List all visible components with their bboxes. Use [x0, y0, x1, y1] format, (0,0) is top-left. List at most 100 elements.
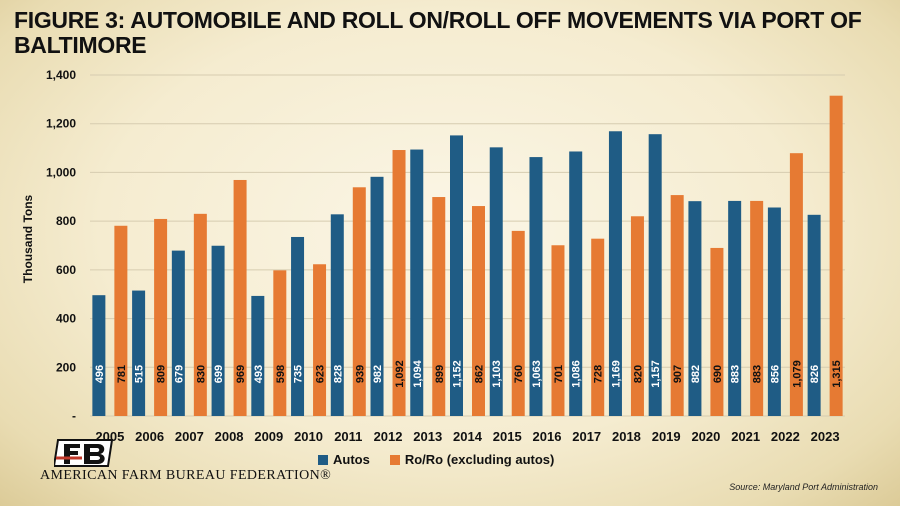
- y-tick-label: 1,000: [46, 165, 76, 179]
- data-label-autos: 1,086: [571, 360, 583, 388]
- x-tick-label: 2011: [334, 429, 362, 444]
- data-label-autos: 699: [213, 365, 225, 383]
- y-axis-label: Thousand Tons: [21, 194, 35, 284]
- data-label-autos: 1,094: [412, 359, 424, 387]
- bar-roro: [193, 213, 207, 416]
- chart-title: FIGURE 3: AUTOMOBILE AND ROLL ON/ROLL OF…: [14, 7, 862, 58]
- bar-roro: [511, 230, 525, 416]
- data-label-autos: 1,103: [491, 360, 503, 388]
- legend-swatch-roro: [389, 454, 400, 465]
- data-label-roro: 809: [156, 365, 168, 383]
- bar-roro: [789, 153, 803, 416]
- x-tick-label: 2019: [652, 429, 681, 444]
- x-tick-label: 2023: [811, 429, 840, 444]
- y-tick-label: 600: [56, 263, 76, 277]
- y-tick-label: 800: [56, 214, 76, 228]
- legend-swatch-autos: [318, 454, 328, 465]
- data-label-autos: 826: [809, 365, 821, 383]
- bar-autos: [251, 295, 265, 416]
- data-label-autos: 856: [769, 365, 781, 383]
- x-tick-label: 2009: [254, 429, 283, 444]
- bar-labels: 496 781 515 809 679 830 699 969 493 598 735 623 828 9…: [94, 359, 843, 387]
- data-label-autos: 982: [372, 365, 384, 383]
- y-tick-label: 1,200: [46, 117, 76, 131]
- x-tick-label: 2007: [175, 429, 204, 444]
- bar-autos: [489, 147, 503, 417]
- x-tick-label: 2006: [135, 429, 164, 444]
- y-tick-label: 400: [56, 312, 76, 326]
- bar-autos: [132, 290, 146, 416]
- bar-autos: [370, 176, 384, 416]
- x-tick-label: 2008: [215, 429, 244, 444]
- data-label-roro: 820: [632, 365, 644, 383]
- data-label-roro: 939: [354, 365, 366, 383]
- data-label-roro: 598: [275, 365, 287, 383]
- afbf-logo: AMERICAN FARM BUREAU FEDERATION®: [40, 438, 360, 484]
- bar-roro: [750, 200, 764, 416]
- x-tick-label: 2018: [612, 429, 641, 444]
- bar-roro: [551, 245, 565, 416]
- data-label-roro: 1,079: [791, 360, 803, 388]
- bar-autos: [171, 250, 185, 416]
- organization-name: AMERICAN FARM BUREAU FEDERATION®: [40, 468, 332, 483]
- data-label-autos: 735: [293, 365, 305, 383]
- bar-autos: [569, 151, 583, 416]
- data-label-roro: 969: [235, 365, 247, 383]
- bar-roro: [630, 216, 644, 416]
- x-tick-label: 2021: [731, 429, 760, 444]
- bar-autos: [211, 245, 225, 416]
- bar-autos: [807, 214, 821, 416]
- legend-label-roro: Ro/Ro (excluding autos): [404, 452, 555, 467]
- bar-roro: [233, 179, 247, 416]
- y-tick-label: 200: [56, 360, 76, 374]
- legend-item-roro: Ro/Ro (excluding autos): [389, 452, 555, 467]
- data-label-roro: 781: [116, 365, 128, 383]
- bar-autos: [688, 201, 702, 416]
- data-label-autos: 883: [730, 365, 742, 383]
- x-tick-label: 2016: [533, 429, 562, 444]
- data-label-autos: 1,152: [452, 360, 464, 388]
- data-label-autos: 828: [332, 365, 344, 383]
- bar-autos: [648, 134, 662, 416]
- data-label-autos: 493: [253, 365, 265, 383]
- x-tick-label: 2010: [294, 429, 323, 444]
- bar-autos: [450, 135, 463, 417]
- x-axis-ticks: 2005 2006 2007 2008 2009 2010 2011 2012 2013 2014…: [95, 429, 839, 444]
- x-tick-label: 2013: [413, 429, 442, 444]
- x-tick-label: 2017: [572, 429, 601, 444]
- data-label-roro: 830: [195, 365, 207, 383]
- bar-roro: [432, 197, 446, 416]
- bar-autos: [330, 214, 344, 416]
- data-label-roro: 883: [752, 365, 764, 383]
- bar-roro: [472, 206, 485, 416]
- data-label-autos: 496: [94, 365, 106, 383]
- bar-roro: [154, 218, 168, 416]
- bars: [92, 95, 843, 417]
- bar-autos: [728, 200, 742, 416]
- bar-autos: [291, 236, 305, 416]
- bar-roro: [829, 95, 843, 416]
- bar-autos: [608, 131, 622, 416]
- data-label-roro: 728: [593, 365, 605, 383]
- bar-roro: [670, 195, 684, 416]
- x-tick-label: 2015: [493, 429, 522, 444]
- x-tick-label: 2020: [691, 429, 720, 444]
- bar-roro: [114, 225, 128, 416]
- y-axis-ticks: - 200 400 600 800 1,000 1,200 1,400: [46, 68, 76, 423]
- legend-item-autos: Autos: [318, 452, 370, 467]
- data-label-autos: 1,169: [610, 360, 622, 388]
- data-label-autos: 679: [173, 365, 185, 383]
- y-tick-label: 1,400: [46, 68, 76, 82]
- data-label-roro: 760: [513, 365, 525, 383]
- data-label-roro: 907: [672, 365, 684, 383]
- bar-roro: [313, 264, 327, 416]
- bar-autos: [410, 149, 424, 417]
- bar-autos: [529, 157, 543, 417]
- bar-autos: [92, 295, 106, 416]
- data-label-autos: 515: [134, 365, 146, 383]
- x-tick-label: 2022: [771, 429, 800, 444]
- y-tick-label: -: [72, 409, 76, 423]
- bar-roro: [591, 238, 605, 416]
- source-note: Source: Maryland Port Administration: [729, 482, 878, 492]
